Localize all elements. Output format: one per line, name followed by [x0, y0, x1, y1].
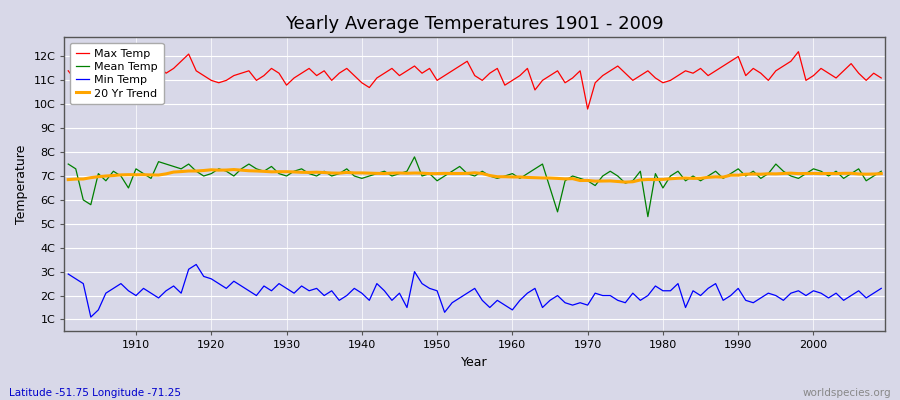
Max Temp — [793, 49, 804, 54]
Max Temp — [582, 107, 593, 112]
Y-axis label: Temperature: Temperature — [15, 145, 28, 224]
20 Yr Trend — [876, 171, 886, 176]
Max Temp — [500, 83, 510, 88]
Min Temp — [876, 286, 886, 291]
Title: Yearly Average Temperatures 1901 - 2009: Yearly Average Temperatures 1901 - 2009 — [285, 15, 664, 33]
Max Temp — [334, 71, 345, 76]
20 Yr Trend — [63, 177, 74, 182]
Max Temp — [289, 76, 300, 80]
20 Yr Trend — [507, 174, 517, 179]
Min Temp — [515, 298, 526, 303]
Mean Temp — [507, 171, 517, 176]
Min Temp — [63, 272, 74, 276]
Text: worldspecies.org: worldspecies.org — [803, 388, 891, 398]
20 Yr Trend — [620, 180, 631, 184]
Max Temp — [63, 68, 74, 73]
20 Yr Trend — [341, 170, 352, 175]
X-axis label: Year: Year — [462, 356, 488, 369]
Min Temp — [303, 288, 314, 293]
Max Temp — [876, 76, 886, 80]
Mean Temp — [63, 162, 74, 166]
Mean Temp — [605, 169, 616, 174]
Mean Temp — [643, 214, 653, 219]
Min Temp — [130, 293, 141, 298]
Line: 20 Yr Trend: 20 Yr Trend — [68, 170, 881, 182]
Mean Temp — [876, 169, 886, 174]
20 Yr Trend — [229, 167, 239, 172]
Legend: Max Temp, Mean Temp, Min Temp, 20 Yr Trend: Max Temp, Mean Temp, Min Temp, 20 Yr Tre… — [70, 43, 164, 104]
20 Yr Trend — [605, 178, 616, 183]
Min Temp — [86, 315, 96, 320]
Mean Temp — [515, 176, 526, 181]
Max Temp — [507, 78, 517, 83]
Min Temp — [522, 291, 533, 296]
Line: Mean Temp: Mean Temp — [68, 157, 881, 217]
Min Temp — [612, 298, 623, 303]
Text: Latitude -51.75 Longitude -71.25: Latitude -51.75 Longitude -71.25 — [9, 388, 181, 398]
20 Yr Trend — [296, 170, 307, 175]
Min Temp — [349, 286, 360, 291]
Line: Max Temp: Max Temp — [68, 52, 881, 109]
Max Temp — [123, 64, 134, 68]
Line: Min Temp: Min Temp — [68, 264, 881, 317]
20 Yr Trend — [123, 172, 134, 177]
Mean Temp — [410, 154, 420, 159]
Mean Temp — [123, 186, 134, 190]
Mean Temp — [334, 171, 345, 176]
Max Temp — [605, 68, 616, 73]
20 Yr Trend — [515, 174, 526, 179]
Min Temp — [191, 262, 202, 267]
Mean Temp — [289, 169, 300, 174]
